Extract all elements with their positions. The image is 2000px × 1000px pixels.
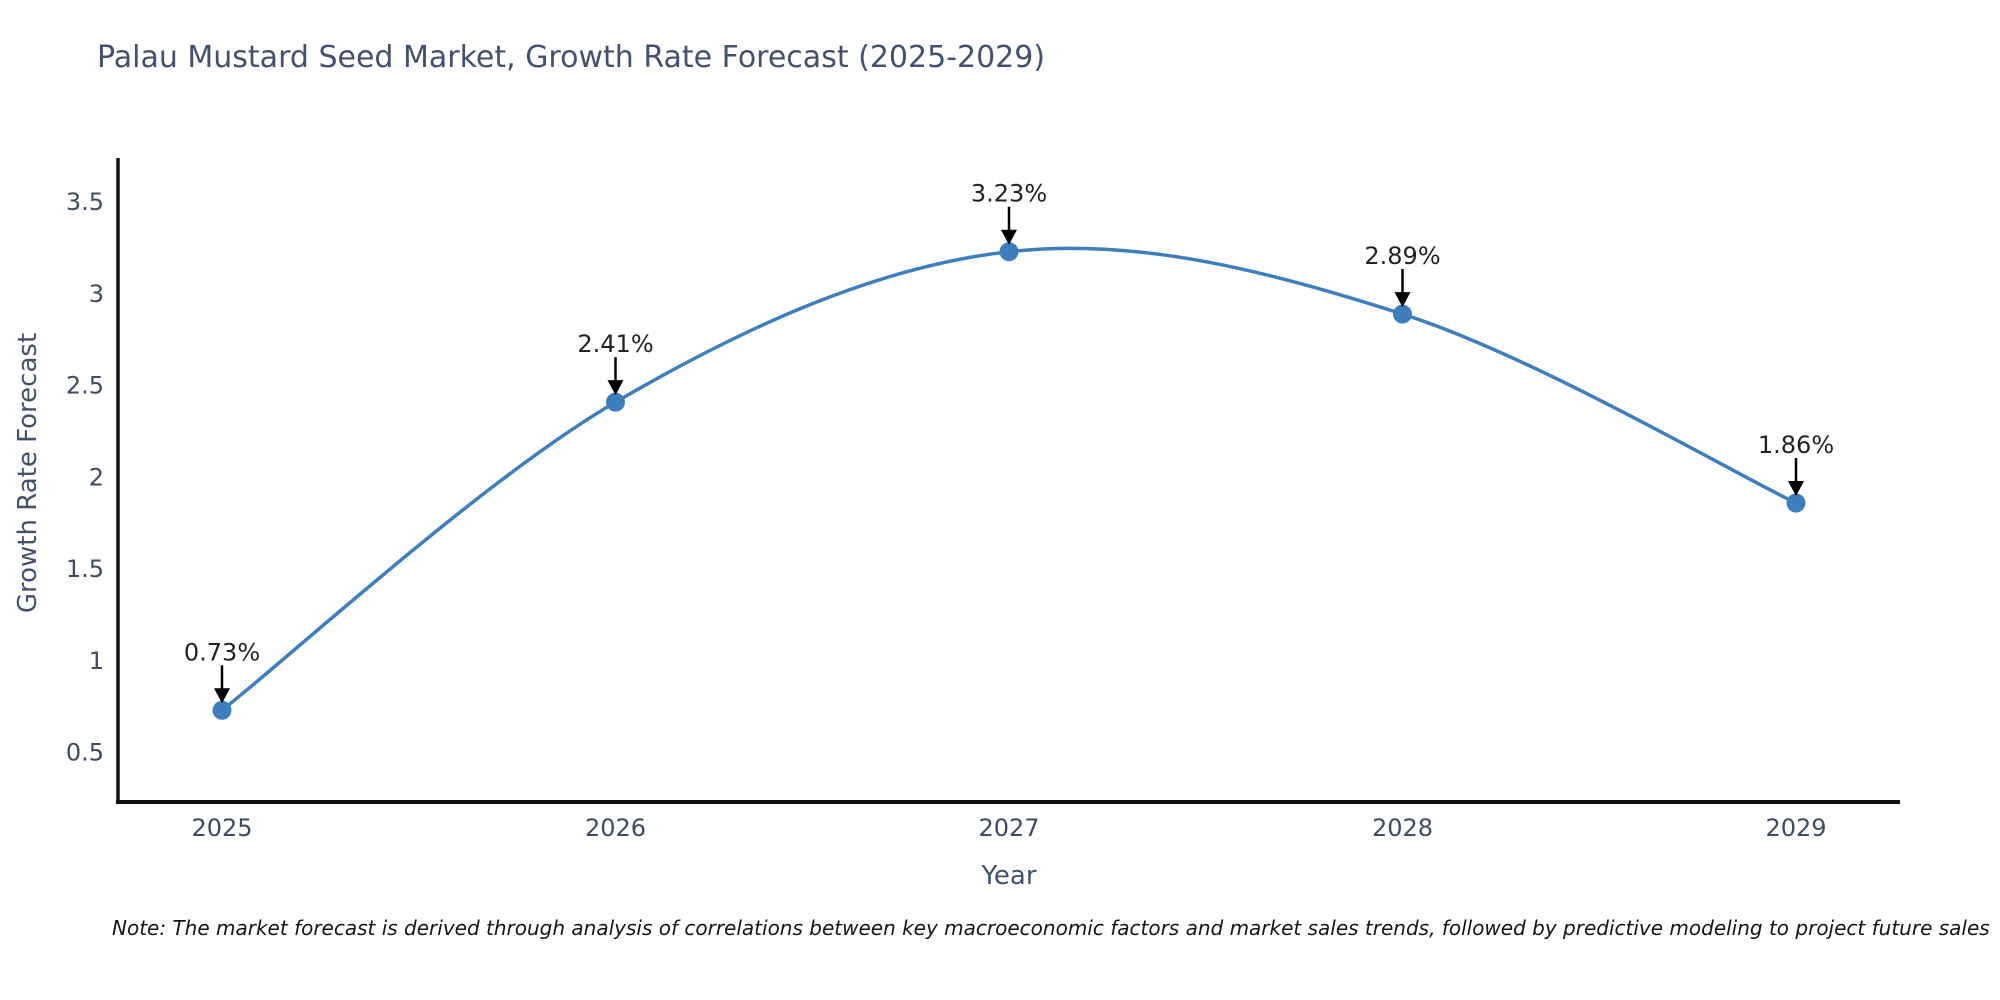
data-point-marker [212, 700, 232, 720]
annotation-arrow-head [1394, 292, 1411, 308]
data-point-label: 1.86% [1758, 431, 1834, 459]
data-point-marker [1786, 493, 1806, 513]
data-point-marker [999, 242, 1019, 262]
y-tick-label: 1.5 [66, 555, 104, 583]
x-tick-label: 2025 [191, 814, 252, 842]
data-point-label: 0.73% [184, 638, 260, 666]
annotation-arrow-head [1788, 481, 1804, 497]
y-tick-label: 3.5 [66, 188, 104, 216]
annotation-arrow-head [1001, 229, 1017, 245]
data-point-label: 2.89% [1364, 242, 1440, 270]
data-point-marker [1393, 304, 1412, 324]
data-point-label: 3.23% [971, 180, 1047, 208]
y-tick-label: 2.5 [66, 372, 104, 400]
annotation-arrow-head [214, 688, 230, 704]
data-point-label: 2.41% [577, 330, 653, 358]
annotation-arrow-head [607, 380, 624, 396]
series-line [220, 246, 1797, 712]
y-tick-label: 0.5 [66, 738, 104, 766]
data-point-marker [606, 392, 625, 412]
x-tick-label: 2027 [978, 814, 1039, 842]
y-tick-label: 1 [89, 647, 104, 675]
x-tick-label: 2029 [1765, 814, 1826, 842]
x-tick-label: 2026 [585, 814, 646, 842]
footnote: Note: The market forecast is derived thr… [112, 916, 1990, 940]
y-tick-label: 2 [89, 463, 104, 491]
y-tick-label: 3 [89, 280, 104, 308]
x-tick-label: 2028 [1372, 814, 1433, 842]
x-axis-title: Year [981, 861, 1037, 891]
chart-title: Palau Mustard Seed Market, Growth Rate F… [97, 40, 1046, 75]
